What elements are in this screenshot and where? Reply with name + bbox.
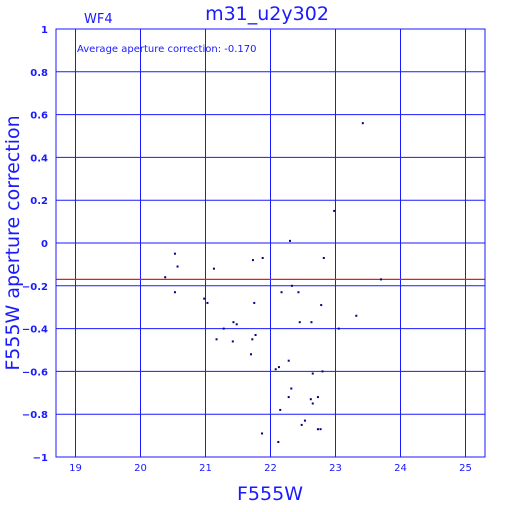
data-point [298, 321, 301, 324]
x-tick-label: 22 [264, 463, 277, 474]
data-point [277, 441, 280, 444]
data-point [203, 297, 206, 300]
y-tick-label: 0.6 [30, 111, 48, 122]
data-point [309, 398, 312, 401]
data-point [297, 291, 300, 294]
data-point [215, 338, 218, 341]
data-point [303, 419, 306, 422]
data-point [253, 301, 256, 304]
data-point [290, 387, 293, 390]
average-annotation: Average aperture correction: -0.170 [77, 44, 257, 55]
tick-labels: 19 20 21 22 23 24 25 −1 −0.8 −0.6 −0.4 −0.2 0 0.2 0.4 0… [22, 25, 472, 474]
x-tick-label: 21 [199, 463, 212, 474]
y-tick-label: 0.8 [30, 68, 48, 79]
data-point [274, 368, 277, 371]
data-point [206, 301, 209, 304]
y-tick-label: 0.2 [30, 196, 48, 207]
chip-label: WF4 [84, 12, 113, 27]
x-tick-label: 24 [394, 463, 407, 474]
data-point [320, 304, 323, 307]
data-point [212, 267, 215, 270]
x-tick-label: 19 [69, 463, 82, 474]
data-point [290, 284, 293, 287]
grid [56, 28, 485, 458]
plot-frame [55, 28, 486, 458]
y-tick-label: 0.4 [30, 153, 48, 164]
data-point [333, 209, 336, 212]
data-point [380, 278, 382, 281]
y-tick-label: −0.6 [22, 367, 48, 378]
x-tick-label: 20 [134, 463, 147, 474]
y-tick-label: 1 [41, 25, 48, 36]
data-point [254, 334, 257, 337]
data-point [311, 372, 314, 375]
data-points [164, 122, 382, 444]
data-point [231, 340, 234, 343]
data-point [319, 428, 322, 431]
data-point [261, 432, 264, 435]
data-point [311, 402, 314, 405]
x-tick-label: 25 [459, 463, 472, 474]
y-tick-label: −0.4 [22, 325, 48, 336]
data-point [310, 321, 313, 324]
x-tick-label: 23 [329, 463, 342, 474]
data-point [164, 276, 167, 279]
data-point [355, 314, 358, 317]
data-point [279, 408, 282, 411]
data-point [176, 265, 179, 268]
data-point [316, 428, 319, 431]
y-tick-label: 0 [41, 239, 48, 250]
data-point [289, 239, 291, 242]
y-axis-label: F555W aperture correction [2, 115, 24, 370]
data-point [287, 396, 290, 399]
data-point [300, 423, 303, 426]
data-point [337, 327, 340, 330]
data-point [173, 252, 176, 255]
data-point [322, 256, 325, 259]
data-point [232, 321, 235, 324]
data-point [316, 396, 319, 399]
data-point [235, 323, 238, 326]
data-point [280, 291, 283, 294]
data-point [287, 359, 290, 362]
data-point [173, 291, 176, 294]
y-tick-label: −0.2 [22, 282, 48, 293]
data-point [222, 327, 225, 330]
data-point [277, 366, 280, 369]
data-point [250, 353, 252, 356]
data-point [251, 338, 254, 341]
x-axis-label: F555W [237, 483, 303, 505]
y-tick-label: −0.8 [22, 410, 48, 421]
y-tick-label: −1 [33, 453, 48, 464]
data-point [321, 370, 324, 373]
data-point [261, 256, 264, 259]
data-point [361, 122, 364, 125]
data-point [251, 259, 254, 262]
chart-title: m31_u2y302 [205, 3, 329, 25]
